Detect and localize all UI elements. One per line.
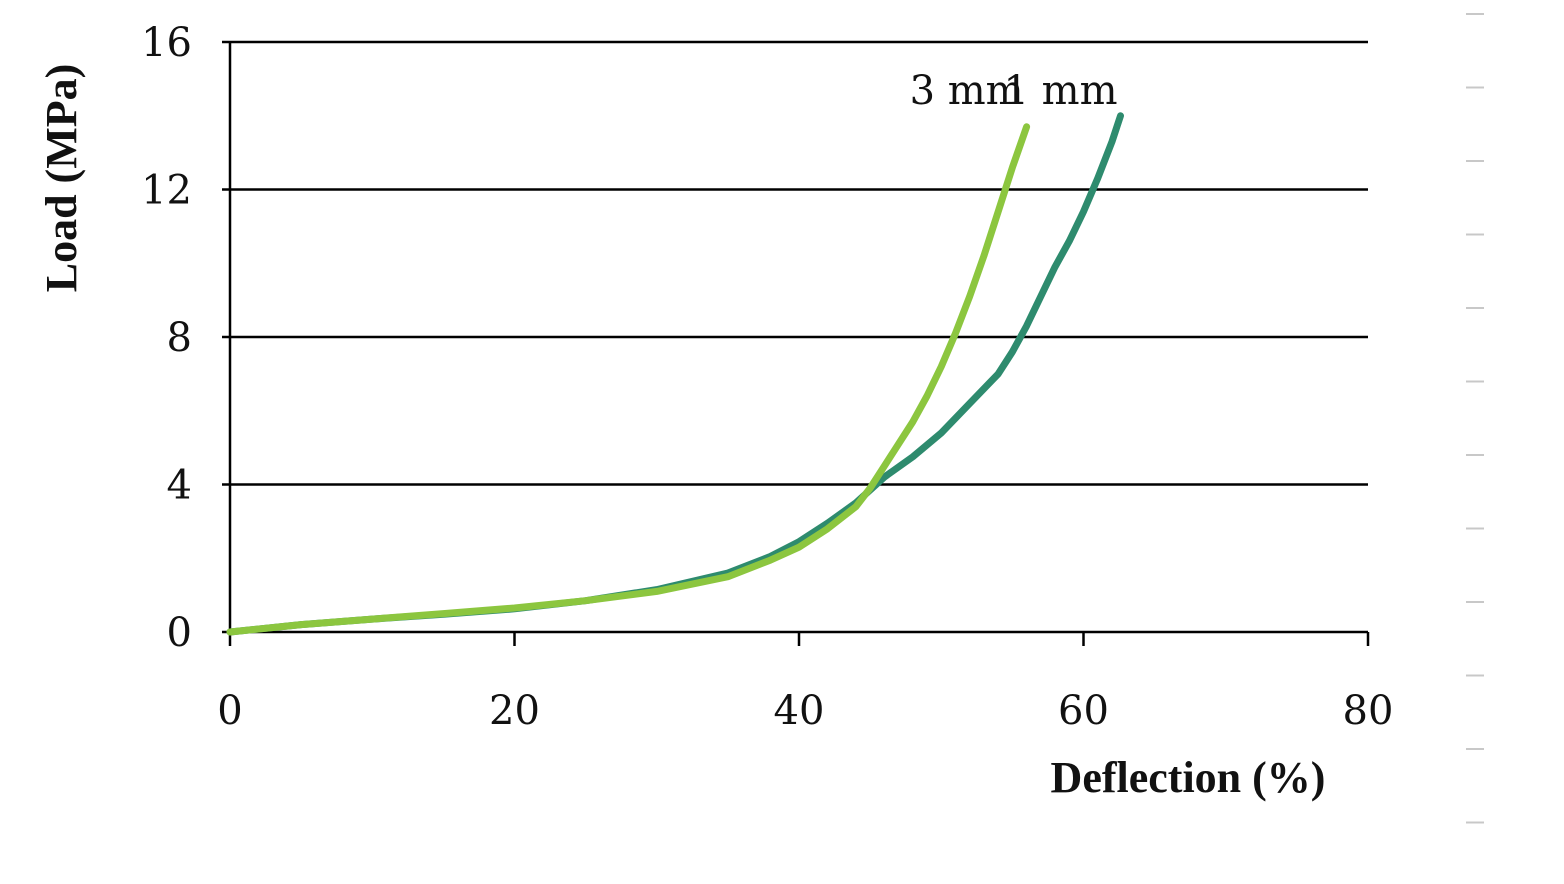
series-label-3-mm: 3 mm: [910, 68, 1024, 114]
y-tick-label: 0: [167, 610, 192, 656]
right-edge-dashes: [1466, 13, 1484, 824]
x-tick-label: 0: [217, 688, 242, 734]
y-tick-label: 16: [141, 20, 192, 66]
y-tick-label: 4: [167, 463, 192, 509]
y-tick-label: 12: [141, 168, 192, 214]
x-tick-labels: 0 20 40 60 80: [217, 688, 1393, 734]
series-lines: [226, 112, 1124, 636]
y-axis-title: Load (MPa): [37, 64, 86, 293]
x-tick-label: 20: [489, 688, 540, 734]
x-axis-title: Deflection (%): [1051, 753, 1326, 802]
x-tick-label: 60: [1058, 688, 1109, 734]
series-labels: 3 mm1 mm: [910, 68, 1118, 114]
y-tick-label: 8: [167, 315, 192, 361]
axes: [222, 40, 1370, 646]
y-gridlines: [230, 40, 1368, 486]
series-label-1-mm: 1 mm: [1003, 68, 1117, 114]
x-tick-label: 40: [774, 688, 825, 734]
y-tick-labels: 0 4 8 12 16: [141, 20, 192, 656]
series-line-3-mm: [226, 123, 1031, 636]
series-line-1-mm: [226, 112, 1124, 636]
x-tick-label: 80: [1343, 688, 1394, 734]
